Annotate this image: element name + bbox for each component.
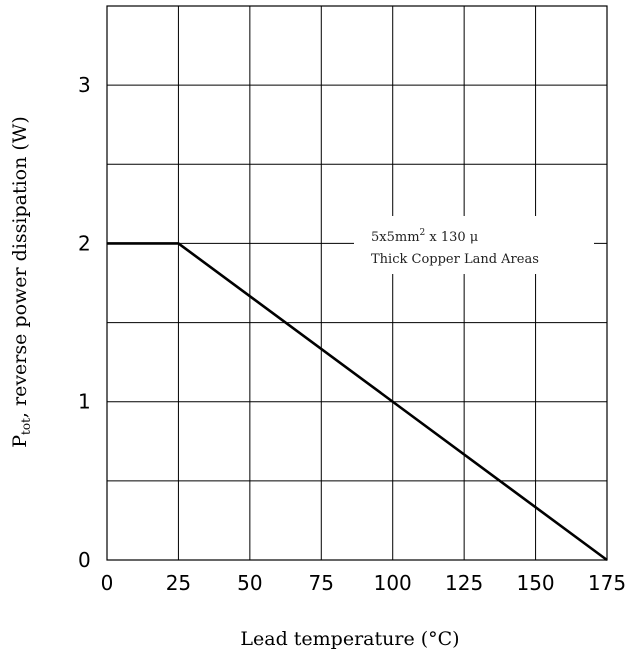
y-tick-label: 1 [78,390,91,414]
plot-frame [106,5,608,561]
x-tick-label: 175 [588,571,626,595]
x-tick-labels: 0 25 50 75 100 125 150 175 [101,571,626,595]
series-group [107,242,608,562]
x-tick-label: 0 [101,571,114,595]
grid-lines [106,5,608,561]
x-tick-label: 50 [237,571,262,595]
x-tick-label: 75 [309,571,334,595]
x-tick-label: 150 [516,571,554,595]
series-line [107,242,608,562]
x-tick-label: 25 [166,571,191,595]
y-tick-label: 2 [78,231,91,255]
y-tick-label: 0 [78,548,91,572]
x-tick-label: 125 [445,571,483,595]
x-tick-label: 100 [374,571,412,595]
y-tick-labels: 0 1 2 3 [78,73,91,572]
annotation-line-1: 5x5mm2 x 130 μ [371,228,478,245]
y-axis-label: Ptot, reverse power dissipation (W) [9,116,33,448]
x-axis-label: Lead temperature (°C) [240,628,459,650]
annotation-line-2: Thick Copper Land Areas [371,252,539,267]
annotation-background [354,216,594,274]
y-tick-label: 3 [78,73,91,97]
